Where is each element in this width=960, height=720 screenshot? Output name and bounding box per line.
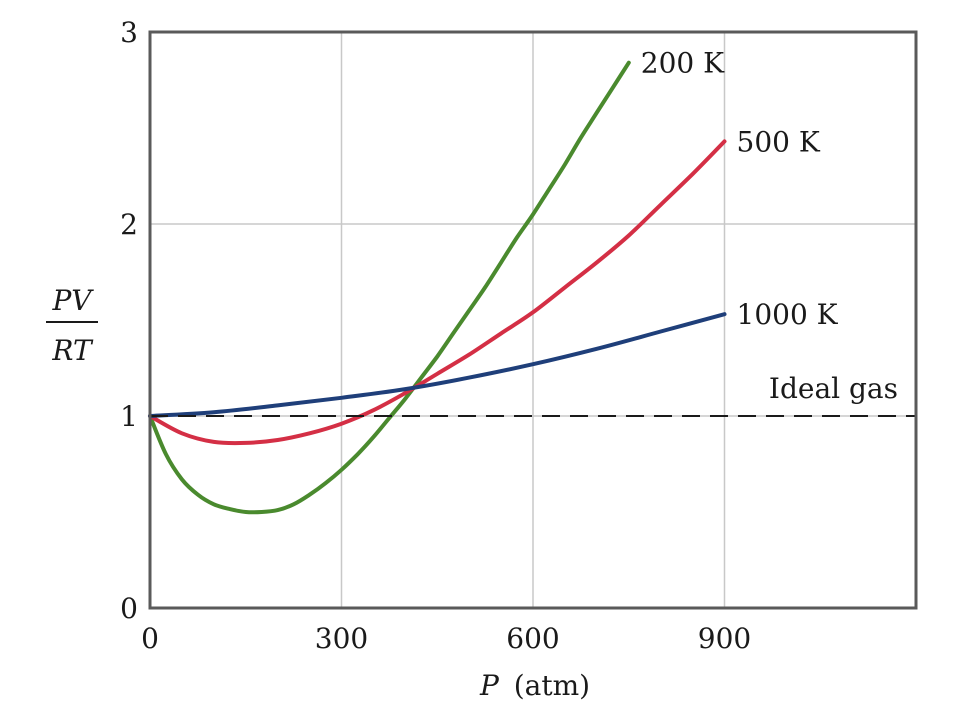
series-label-500-k: 500 K — [737, 125, 821, 158]
y-tick-label: 1 — [120, 400, 138, 433]
series-line-500-k — [148, 139, 727, 446]
plot-frame — [148, 30, 918, 610]
series-line-1000-k — [148, 312, 727, 418]
x-axis-variable: P — [479, 669, 500, 702]
y-axis-label: PV RT — [46, 284, 98, 367]
series-label-ideal-gas: Ideal gas — [769, 372, 898, 405]
x-axis-label: P (atm) — [479, 669, 590, 702]
y-axis-numerator: PV — [51, 284, 94, 317]
x-tick-label: 0 — [141, 622, 159, 655]
y-tick-label: 3 — [120, 16, 138, 49]
series-line-200-k — [148, 60, 631, 515]
y-tick-label: 2 — [120, 208, 138, 241]
x-tick-label: 900 — [698, 622, 751, 655]
tick-labels: 0 300 600 900 0 1 2 3 — [120, 16, 751, 655]
x-axis-unit: (atm) — [514, 669, 590, 702]
series-lines — [148, 60, 916, 515]
y-tick-label: 0 — [120, 592, 138, 625]
series-labels: 200 K 500 K 1000 K Ideal gas — [641, 47, 898, 405]
plot-border — [148, 30, 918, 610]
series-label-200-k: 200 K — [641, 47, 725, 80]
x-tick-label: 600 — [506, 622, 559, 655]
series-label-1000-k: 1000 K — [737, 298, 839, 331]
x-tick-label: 300 — [315, 622, 368, 655]
y-axis-denominator: RT — [51, 334, 94, 367]
